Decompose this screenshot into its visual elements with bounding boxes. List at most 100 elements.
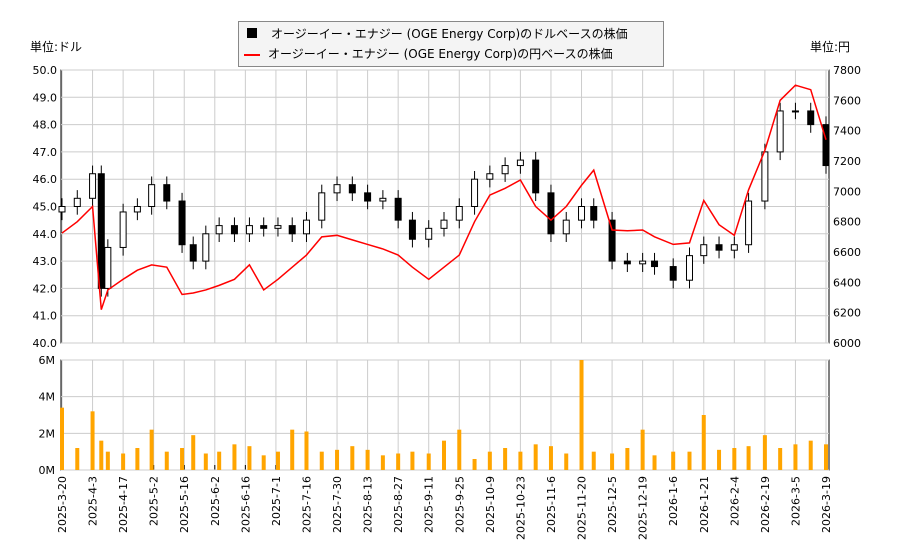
- volume-bar: [217, 451, 222, 470]
- y2-tick-label: 7400: [833, 125, 861, 138]
- volume-bar: [548, 446, 553, 470]
- y-tick-label: 45.0: [33, 201, 58, 214]
- volume-bar: [640, 429, 645, 470]
- volume-bar: [717, 449, 722, 470]
- volume-bar: [778, 448, 783, 470]
- jpy-legend-swatch: [244, 53, 260, 56]
- candle-body: [133, 206, 141, 213]
- volume-bar: [671, 451, 676, 470]
- x-tick-label: 2025-8-27: [392, 476, 405, 533]
- candle-body: [455, 206, 463, 221]
- jpy-legend-label: オージーイー・エナジー (OGE Energy Corp)の円ベースの株価: [268, 47, 613, 61]
- candle-body: [562, 219, 570, 235]
- volume-bar: [564, 453, 569, 470]
- x-tick-label: 2025-12-5: [606, 476, 619, 533]
- volume-bar: [503, 448, 508, 470]
- candle-body: [578, 206, 586, 221]
- candle-body: [590, 206, 598, 221]
- x-tick-label: 2025-4-3: [87, 476, 100, 526]
- volume-bar: [533, 444, 538, 470]
- candle-body: [651, 260, 659, 268]
- volume-bar: [121, 453, 126, 470]
- volume-bar: [396, 453, 401, 470]
- candle-body: [700, 244, 708, 257]
- volume-bar: [762, 435, 767, 470]
- candle-body: [425, 227, 433, 240]
- candle-body: [501, 165, 509, 175]
- candle-body: [148, 184, 156, 208]
- usd-legend-swatch: [247, 28, 257, 38]
- y-tick-label: 40.0: [33, 337, 58, 350]
- y2-tick-label: 6000: [833, 337, 861, 350]
- x-tick-label: 2025-11-6: [545, 476, 558, 533]
- volume-bar: [591, 451, 596, 470]
- volume-bar: [472, 459, 477, 470]
- x-tick-label: 2026-1-21: [698, 476, 711, 533]
- volume-bar: [99, 440, 104, 470]
- volume-bar: [232, 444, 237, 470]
- volume-bar: [579, 360, 584, 470]
- volume-bar: [275, 451, 280, 470]
- y-tick-label: 48.0: [33, 119, 58, 132]
- candle-body: [97, 173, 105, 289]
- volume-bar: [442, 440, 446, 470]
- volume-bar: [135, 448, 140, 470]
- x-tick-label: 2025-3-20: [56, 476, 69, 533]
- y2-tick-label: 7200: [833, 155, 861, 168]
- x-tick-label: 2026-3-5: [789, 476, 802, 526]
- candle-body: [163, 184, 171, 202]
- candle-body: [379, 197, 387, 202]
- candle-body: [89, 173, 97, 199]
- x-tick-label: 2025-9-25: [453, 476, 466, 533]
- candle-body: [215, 225, 223, 235]
- y2-tick-label: 7800: [833, 64, 861, 77]
- candle-body: [807, 110, 815, 126]
- volume-bar: [518, 451, 523, 470]
- x-tick-label: 2025-4-17: [117, 476, 130, 533]
- candle-body: [302, 219, 310, 235]
- candle-body: [73, 197, 81, 207]
- candle-body: [348, 184, 356, 194]
- y-tick-label: 49.0: [33, 91, 58, 104]
- volume-tick-label: 6M: [39, 354, 56, 367]
- candle-body: [104, 246, 112, 289]
- x-tick-label: 2026-2-4: [728, 476, 741, 526]
- x-tick-label: 2025-8-13: [362, 476, 375, 533]
- y-tick-label: 50.0: [33, 64, 58, 77]
- y-tick-label: 42.0: [33, 282, 58, 295]
- candle-body: [189, 244, 197, 262]
- volume-bar: [203, 453, 208, 470]
- volume-bar: [426, 453, 431, 470]
- volume-bar: [335, 449, 340, 470]
- volume-bar: [350, 446, 355, 470]
- volume-bar: [793, 444, 798, 470]
- volume-bar: [149, 429, 154, 470]
- candle-body: [471, 178, 479, 207]
- volume-bar: [105, 451, 110, 470]
- volume-tick-label: 4M: [39, 391, 56, 404]
- volume-bar: [610, 453, 615, 470]
- candle-body: [516, 159, 524, 167]
- volume-bar: [290, 429, 295, 470]
- candle-body: [547, 192, 555, 235]
- x-tick-label: 2026-3-19: [820, 476, 833, 533]
- candle-body: [791, 110, 799, 113]
- x-tick-label: 2025-7-30: [331, 476, 344, 533]
- x-tick-label: 2025-7-1: [270, 476, 283, 526]
- x-tick-label: 2025-6-16: [239, 476, 252, 533]
- left-axis-unit: 単位:ドル: [30, 40, 83, 54]
- y2-tick-label: 6200: [833, 307, 861, 320]
- candle-body: [486, 173, 494, 180]
- candle-body: [364, 192, 372, 202]
- volume-bar: [380, 455, 385, 470]
- x-tick-label: 2025-11-20: [576, 476, 589, 540]
- x-tick-label: 2025-5-2: [148, 476, 161, 526]
- candle-body: [623, 260, 631, 265]
- right-axis-unit: 単位:円: [810, 40, 851, 54]
- volume-bar: [732, 448, 737, 470]
- volume-bar: [261, 455, 266, 470]
- volume-tick-label: 0M: [39, 464, 56, 477]
- y2-tick-label: 6600: [833, 246, 861, 259]
- y2-tick-label: 6400: [833, 276, 861, 289]
